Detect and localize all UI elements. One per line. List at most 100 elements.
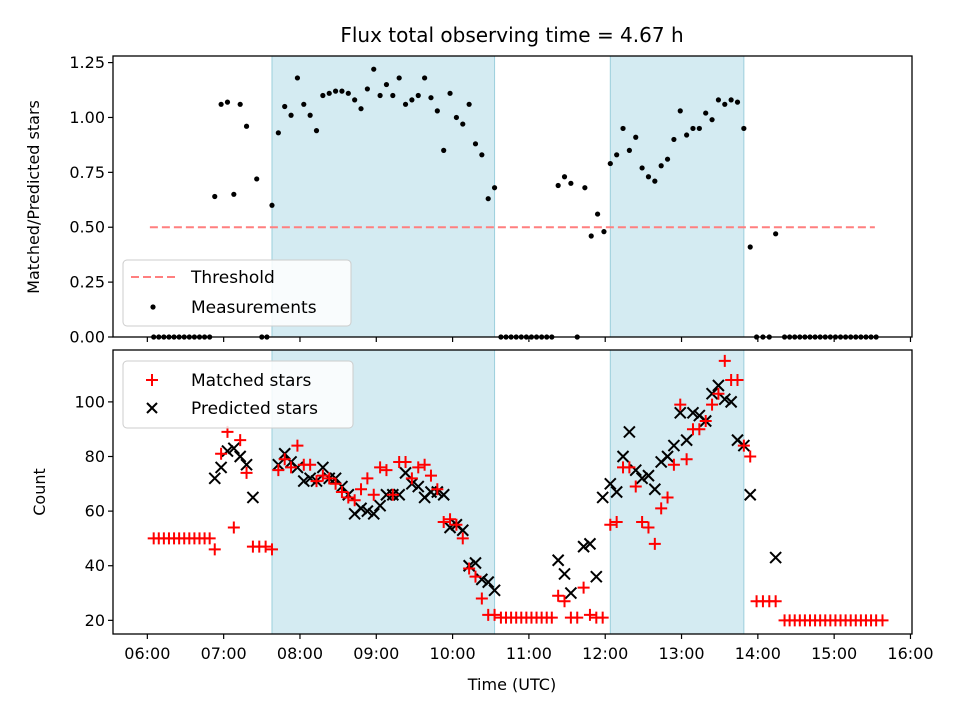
matched-stars-point (648, 537, 661, 550)
matched-stars-series (147, 354, 889, 627)
measurement-point (243, 123, 250, 129)
matched-stars-point (424, 469, 437, 482)
matched-stars-point (310, 475, 323, 488)
predicted-stars-point (437, 488, 450, 501)
matched-stars-point (744, 450, 757, 463)
measurement-point (773, 231, 779, 237)
predicted-stars-point (564, 586, 578, 600)
measurement-point (690, 125, 696, 132)
x-axis-label: Time (UTC) (467, 675, 556, 694)
matched-stars-point (265, 543, 278, 556)
predicted-stars-point (604, 477, 617, 491)
y-tick-label: 0.00 (69, 328, 105, 347)
predicted-stars-point (596, 491, 609, 504)
measurement-point (601, 229, 607, 235)
measurement-point (352, 97, 358, 103)
predicted-stars-point (488, 584, 501, 597)
predicted-stars-point (724, 395, 738, 409)
x-tick-label: 13:00 (658, 644, 704, 663)
matched-stars-point (577, 581, 590, 594)
measurement-point (269, 202, 275, 208)
x-tick-label: 10:00 (430, 644, 476, 663)
top-x-axis-ticks (146, 337, 912, 342)
y-tick-label: 1.00 (69, 108, 105, 127)
measurement-point (658, 163, 664, 169)
matched-stars-point (342, 491, 355, 504)
predicted-stars-point (623, 425, 636, 439)
measurement-point (218, 101, 224, 107)
legend-matched-swatch (146, 374, 158, 386)
measurement-point (485, 196, 491, 202)
matched-stars-point (583, 608, 596, 621)
predicted-stars-point (610, 485, 623, 499)
y-tick-label: 20 (85, 611, 105, 630)
predicted-stars-point (469, 556, 482, 570)
measurement-point (428, 95, 434, 101)
measurement-point (709, 117, 715, 123)
bottom-x-axis-ticks: 06:00 07:00 08:00 09:00 10:00 11:00 12:00 13:00… (124, 634, 934, 663)
matched-stars-point (316, 469, 329, 482)
bottom-y-axis-label: Count (30, 468, 49, 516)
measurement-point (479, 152, 485, 158)
measurement-point (371, 66, 377, 72)
measurement-point (282, 103, 288, 110)
measurement-point (677, 108, 683, 114)
measurement-point (313, 128, 320, 134)
predicted-stars-point (616, 450, 630, 463)
measurement-point (453, 114, 460, 121)
matched-stars-point (355, 483, 368, 496)
matched-stars-point (699, 415, 712, 427)
measurement-point (555, 182, 561, 189)
predicted-stars-point (712, 379, 725, 392)
matched-stars-point (629, 480, 642, 493)
measurement-point (652, 178, 658, 184)
measurement-point (626, 147, 632, 153)
matched-stars-point (693, 423, 706, 436)
top-legend: Threshold Measurements (122, 259, 352, 327)
matched-stars-point (706, 398, 719, 411)
measurement-point (722, 101, 728, 107)
x-tick-label: 14:00 (735, 644, 781, 663)
matched-stars-point (367, 488, 380, 501)
bottom-y-axis-ticks: 20 40 60 80 100 (74, 392, 113, 630)
measurement-point (212, 193, 218, 200)
measurement-point (614, 152, 620, 158)
predicted-stars-point (718, 392, 731, 406)
predicted-stars-point (680, 433, 693, 447)
predicted-stars-point (208, 472, 221, 485)
x-tick-label: 11:00 (506, 644, 552, 663)
y-tick-label: 60 (85, 502, 105, 521)
predicted-stars-point (354, 502, 368, 515)
matched-stars-point (412, 461, 425, 474)
matched-stars-point (234, 434, 247, 447)
matched-stars-point (552, 589, 565, 602)
measurement-point (466, 101, 472, 107)
measurement-point (588, 233, 594, 239)
matched-stars-point (456, 532, 469, 545)
matched-stars-point (227, 521, 240, 534)
predicted-stars-point (661, 450, 674, 463)
legend-predicted-label: Predicted stars (191, 399, 318, 419)
top-y-axis-ticks: 0.00 0.25 0.50 0.75 1.00 1.25 (69, 53, 113, 347)
measurement-point (358, 106, 364, 112)
matched-stars-point (203, 532, 216, 545)
y-tick-label: 80 (85, 447, 105, 466)
matched-stars-point (642, 521, 655, 534)
predicted-stars-point (392, 488, 406, 501)
matched-stars-point (240, 466, 253, 479)
measurement-point (415, 92, 421, 99)
matched-stars-point (475, 592, 488, 605)
matched-stars-point (545, 611, 558, 624)
shaded-region (609, 349, 745, 635)
predicted-stars-point (577, 540, 590, 553)
matched-stars-point (335, 486, 348, 498)
predicted-stars-point (558, 567, 571, 581)
measurement-point (684, 132, 690, 138)
x-tick-label: 16:00 (887, 644, 933, 663)
matched-stars-point (469, 570, 482, 583)
measurement-point (402, 101, 409, 107)
predicted-stars-point (412, 480, 425, 493)
y-tick-label: 100 (74, 392, 105, 411)
x-tick-label: 07:00 (201, 644, 247, 663)
matched-stars-point (667, 458, 680, 471)
